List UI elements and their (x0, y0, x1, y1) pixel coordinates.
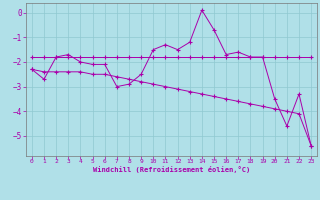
X-axis label: Windchill (Refroidissement éolien,°C): Windchill (Refroidissement éolien,°C) (93, 166, 250, 173)
